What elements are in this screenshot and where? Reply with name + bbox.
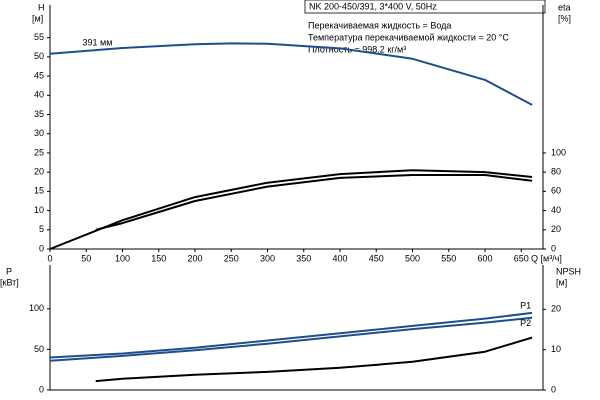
- y2-axis-label: eta: [558, 2, 571, 12]
- curve-label: 391 мм: [83, 37, 113, 47]
- x-tick-label: 250: [224, 253, 239, 263]
- annotation: Плотность = 998.2 кг/м³: [308, 44, 406, 54]
- curve: [49, 169, 533, 250]
- y2-tick-label: 0: [551, 384, 556, 394]
- y2-axis-label: NPSH: [556, 266, 581, 276]
- x-tick-label: 500: [405, 253, 420, 263]
- curve: [95, 336, 533, 383]
- y2-axis-unit: [%]: [558, 13, 571, 23]
- y-tick-label: 55: [34, 32, 44, 42]
- x-tick-label: 400: [332, 253, 347, 263]
- y-tick-label: 10: [34, 205, 44, 215]
- x-tick-label: 200: [187, 253, 202, 263]
- y2-tick-label: 80: [551, 167, 561, 177]
- y2-tick-label: 60: [551, 186, 561, 196]
- y-axis-label: P: [6, 266, 12, 276]
- y-axis-unit: [м]: [32, 13, 43, 23]
- x-tick-label: 550: [441, 253, 456, 263]
- y-tick-label: 5: [39, 224, 44, 234]
- y2-tick-label: 40: [551, 205, 561, 215]
- y2-axis-unit: [м]: [556, 277, 567, 287]
- x-tick-label: 350: [296, 253, 311, 263]
- x-tick-label: 300: [260, 253, 275, 263]
- x-tick-label: 100: [115, 253, 130, 263]
- y-tick-label: 45: [34, 70, 44, 80]
- x-tick-label: 600: [477, 253, 492, 263]
- x-tick-label: 650: [514, 253, 529, 263]
- y-tick-label: 50: [34, 51, 44, 61]
- y-tick-label: 30: [34, 128, 44, 138]
- header-box: [304, 0, 546, 14]
- y-tick-label: 0: [39, 243, 44, 253]
- y-axis-label: H: [38, 2, 45, 12]
- curve-label: P1: [520, 300, 531, 310]
- x-tick-label: 0: [47, 253, 52, 263]
- curve: [95, 174, 533, 231]
- y-tick-label: 100: [29, 303, 44, 313]
- y-tick-label: 15: [34, 186, 44, 196]
- y-tick-label: 50: [34, 344, 44, 354]
- y2-tick-label: 20: [551, 304, 561, 314]
- y2-tick-label: 0: [551, 243, 556, 253]
- x-tick-label: 50: [81, 253, 91, 263]
- annotation: Перекачиваемая жидкость = Вода: [308, 20, 451, 30]
- curve: [49, 316, 533, 362]
- y-tick-label: 40: [34, 90, 44, 100]
- y2-tick-label: 10: [551, 344, 561, 354]
- y-tick-label: 0: [39, 384, 44, 394]
- x-axis-label: Q [м³/ч]: [531, 253, 562, 263]
- y-axis-unit: [кВт]: [0, 277, 19, 287]
- y-tick-label: 20: [34, 167, 44, 177]
- curve: [49, 42, 533, 106]
- y2-tick-label: 20: [551, 224, 561, 234]
- y2-tick-label: 100: [551, 147, 566, 157]
- curve-label: P2: [520, 318, 531, 328]
- y-tick-label: 25: [34, 147, 44, 157]
- header-title: NK 200-450/391, 3*400 V, 50Hz: [309, 1, 437, 11]
- x-tick-label: 450: [369, 253, 384, 263]
- curve: [49, 311, 533, 359]
- y-tick-label: 35: [34, 109, 44, 119]
- x-tick-label: 150: [151, 253, 166, 263]
- annotation: Температура перекачиваемой жидкости = 20…: [308, 32, 509, 42]
